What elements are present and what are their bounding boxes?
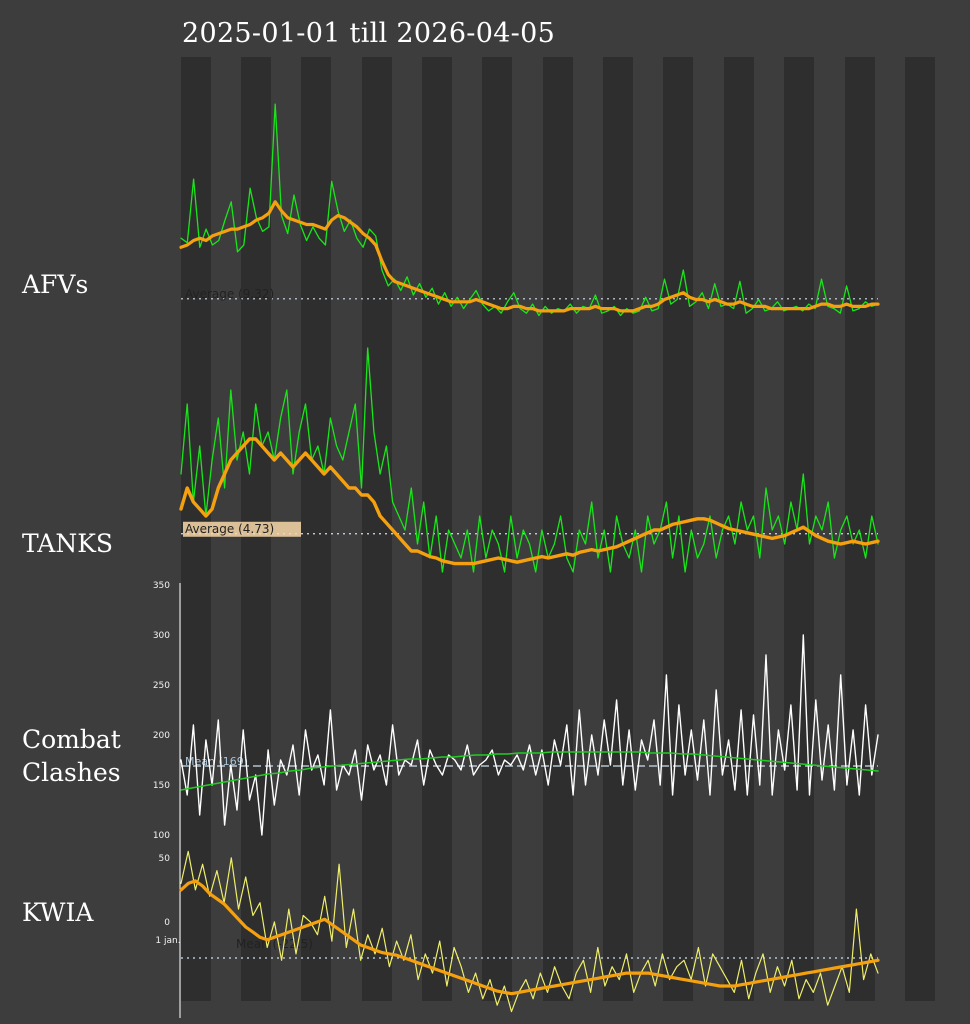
- series-line-raw: [180, 634, 879, 836]
- panel-label-tanks: TANKS: [22, 529, 114, 558]
- panel-label-kwia: KWIA: [22, 898, 94, 927]
- panel-combat-clashes: 350 300 250 200 150 100 Mean (169): [153, 581, 879, 845]
- panel-label-afvs: AFVs: [22, 270, 89, 299]
- series-line-smoothed: [179, 879, 880, 996]
- y-tick-label: 150: [153, 781, 170, 791]
- average-label: Average (9.32): [185, 287, 274, 301]
- y-tick-label: 100: [153, 831, 170, 841]
- series-line-raw: [180, 103, 879, 317]
- panel-afvs: Average (9.32): [179, 103, 880, 317]
- series-line-smoothed: [180, 751, 879, 791]
- month-stripe: [603, 57, 633, 1001]
- month-stripe: [905, 57, 935, 1001]
- panel-kwia: 50 0 1 jan. Mean (-22.5): [155, 843, 880, 1018]
- y-tick-label: 50: [159, 854, 171, 864]
- panel-label-combat-clashes: Combat Clashes: [22, 725, 121, 787]
- average-label: Mean (-22.5): [236, 937, 313, 951]
- series-line-raw: [180, 850, 879, 1013]
- y-tick-label: 300: [153, 631, 170, 641]
- x-tick-label: 1 jan.: [155, 936, 180, 946]
- y-tick-label: 0: [164, 918, 170, 928]
- month-stripe: [301, 57, 331, 1001]
- y-tick-label: 250: [153, 681, 170, 691]
- panel-tanks: Average (4.73): [179, 347, 880, 573]
- y-tick-label: 200: [153, 731, 170, 741]
- chart-title: 2025-01-01 till 2026-04-05: [182, 18, 556, 49]
- series-line-smoothed: [179, 200, 880, 313]
- y-tick-label: 350: [153, 581, 170, 591]
- series-line-smoothed: [179, 437, 880, 566]
- month-stripe: [362, 57, 392, 1001]
- month-stripe: [663, 57, 693, 1001]
- average-label: Average (4.73): [185, 522, 274, 536]
- average-label-bg: [183, 521, 301, 537]
- month-stripe: [482, 57, 512, 1001]
- average-label: Mean (169): [185, 755, 248, 768]
